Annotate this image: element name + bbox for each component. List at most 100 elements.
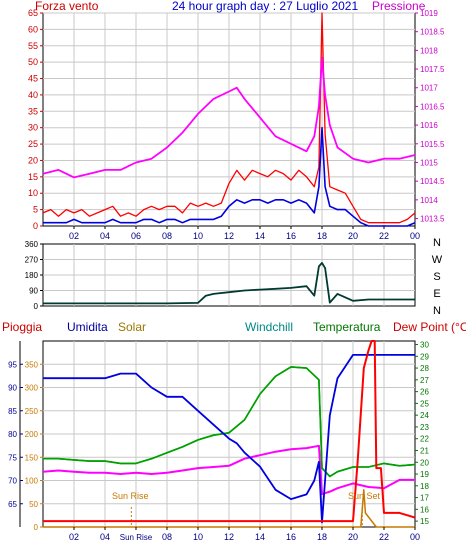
chart-title: 24 hour graph day : 27 Luglio 2021 — [172, 0, 358, 13]
temperature-y-tick-label: 25 — [420, 399, 429, 408]
pressure-y-tick-label: 1018 — [420, 46, 438, 55]
x-tick-label: 20 — [348, 532, 358, 542]
humidity-label: Umidita — [67, 320, 108, 334]
x-tick-label: 06 — [131, 231, 141, 241]
temperature-y-tick-label: 24 — [420, 411, 429, 420]
solar-y-tick-label: 300 — [25, 384, 39, 393]
humidity-y-tick-label: 90 — [8, 384, 17, 393]
wind-y-tick-label: 45 — [28, 74, 38, 84]
x-tick-label: 20 — [348, 231, 358, 241]
tick-layer: 051015202530354045505560651013.510141014… — [8, 8, 445, 542]
x-tick-label: 08 — [162, 231, 172, 241]
wind-y-tick-label: 50 — [28, 57, 38, 67]
temperature-y-tick-label: 26 — [420, 388, 429, 397]
pressure-y-tick-label: 1015 — [420, 158, 438, 167]
wind-y-tick-label: 25 — [28, 139, 38, 149]
temperature-y-tick-label: 15 — [420, 517, 429, 526]
direction-y-tick-label: 90 — [29, 287, 38, 296]
temperature-y-tick-label: 18 — [420, 482, 429, 491]
x-tick-label: 02 — [69, 231, 79, 241]
solar-y-tick-label: 50 — [29, 500, 38, 509]
pressure-y-tick-label: 1019 — [420, 9, 438, 18]
x-tick-label: 04 — [100, 231, 110, 241]
x-tick-label: 10 — [193, 231, 203, 241]
temperature-y-tick-label: 29 — [420, 352, 429, 361]
wind-y-tick-label: 15 — [28, 172, 38, 182]
rain-line — [43, 340, 416, 523]
x-tick-label: 16 — [286, 532, 296, 542]
x-tick-label: 00 — [410, 231, 420, 241]
x-tick-label: 16 — [286, 231, 296, 241]
pressure-y-tick-label: 1016.5 — [420, 102, 445, 111]
wind-label: Forza vento — [35, 0, 99, 13]
wind-y-tick-label: 0 — [33, 221, 38, 231]
compass-label: W — [432, 254, 443, 266]
series-layer — [42, 12, 416, 528]
humidity-y-tick-label: 75 — [8, 453, 17, 462]
x-tick-label: Sun Rise — [120, 533, 153, 542]
x-tick-label: 18 — [317, 532, 327, 542]
dewpoint-label: Dew Point (°C) — [393, 320, 466, 334]
solar-y-tick-label: 200 — [25, 430, 39, 439]
sunset-label: Sun Set — [348, 491, 381, 501]
compass-label: E — [433, 288, 440, 300]
x-tick-label: 18 — [317, 231, 327, 241]
temperature-y-tick-label: 20 — [420, 458, 429, 467]
x-tick-label: 22 — [379, 231, 389, 241]
x-tick-label: 02 — [69, 532, 79, 542]
x-tick-label: 10 — [193, 532, 203, 542]
x-tick-label: 12 — [224, 231, 234, 241]
x-tick-label: 22 — [379, 532, 389, 542]
pressure-y-tick-label: 1014 — [420, 196, 438, 205]
direction-y-tick-label: 360 — [25, 240, 39, 249]
humidity-y-tick-label: 85 — [8, 407, 17, 416]
wind-y-tick-label: 55 — [28, 41, 38, 51]
wind-y-tick-label: 60 — [28, 24, 38, 34]
wind-y-tick-label: 40 — [28, 90, 38, 100]
pressure-y-tick-label: 1017.5 — [420, 65, 445, 74]
solar-y-tick-label: 350 — [25, 360, 39, 369]
solar-label: Solar — [118, 320, 146, 334]
x-tick-label: 04 — [100, 532, 110, 542]
wind-gust-line — [43, 126, 416, 227]
wind-y-tick-label: 20 — [28, 155, 38, 165]
grid-layer — [43, 12, 415, 527]
x-tick-label: 00 — [410, 532, 420, 542]
solar-y-tick-label: 250 — [25, 407, 39, 416]
solar-line — [43, 489, 415, 528]
x-tick-label: 08 — [162, 532, 172, 542]
temperature-y-tick-label: 16 — [420, 505, 429, 514]
pressure-label: Pressione — [372, 0, 426, 13]
direction-y-tick-label: 180 — [25, 271, 39, 280]
pressure-y-tick-label: 1018.5 — [420, 28, 445, 37]
rain-label: Pioggia — [2, 320, 42, 334]
pressure-y-tick-label: 1013.5 — [420, 215, 445, 224]
temperature-line — [43, 366, 416, 478]
pressure-y-tick-label: 1016 — [420, 121, 438, 130]
x-tick-label: 14 — [255, 532, 265, 542]
temperature-y-tick-label: 23 — [420, 423, 429, 432]
temperature-y-tick-label: 28 — [420, 364, 429, 373]
solar-y-tick-label: 150 — [25, 453, 39, 462]
direction-y-tick-label: 0 — [34, 302, 39, 311]
temperature-y-tick-label: 22 — [420, 435, 429, 444]
pressure-y-tick-label: 1017 — [420, 84, 438, 93]
temperature-y-tick-label: 27 — [420, 376, 429, 385]
direction-y-tick-label: 270 — [25, 256, 39, 265]
pressure-line — [42, 56, 416, 179]
wind-y-tick-label: 65 — [28, 8, 38, 18]
dewpoint-line — [42, 444, 415, 495]
pressure-y-tick-label: 1014.5 — [420, 177, 445, 186]
humidity-line — [43, 353, 415, 524]
humidity-y-tick-label: 80 — [8, 430, 17, 439]
solar-y-tick-label: 0 — [34, 523, 39, 532]
wind-y-tick-label: 10 — [28, 188, 38, 198]
humidity-y-tick-label: 95 — [8, 360, 17, 369]
wind-speed-line — [42, 12, 416, 224]
humidity-y-tick-label: 70 — [8, 477, 17, 486]
compass-label: N — [433, 237, 441, 249]
temperature-y-tick-label: 17 — [420, 494, 429, 503]
wind-y-tick-label: 35 — [28, 106, 38, 116]
